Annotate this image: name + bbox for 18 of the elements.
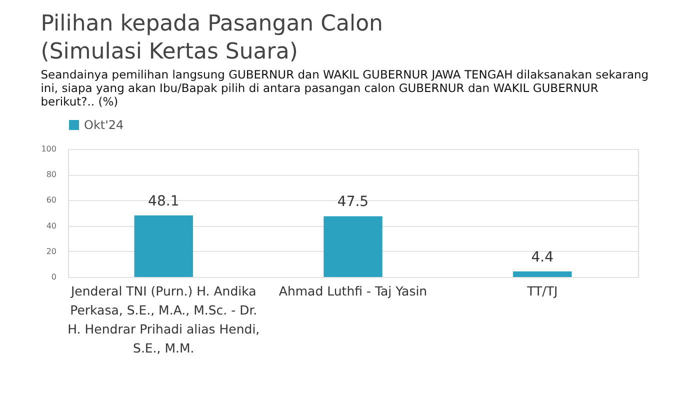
bar <box>324 216 382 277</box>
y-tick-label: 100 <box>41 144 56 154</box>
x-tick-label: Jenderal TNI (Purn.) H. Andika Perkasa, S.E., M.A., M.Sc. - Dr. H. Hendrar Prihadi alias Hendi, S.E., M.M. <box>68 284 260 356</box>
y-tick-label: 20 <box>46 246 56 256</box>
chart-title: Pilihan kepada Pasangan Calon (Simulasi Kertas Suara) <box>40 12 383 64</box>
legend-label: Okt'24 <box>84 118 124 132</box>
y-tick-label: 80 <box>46 170 56 180</box>
bar <box>134 215 193 277</box>
y-tick-label: 40 <box>46 221 56 230</box>
data-label: 48.1 <box>148 193 180 210</box>
bar <box>513 271 572 277</box>
y-tick-label: 60 <box>46 196 56 205</box>
data-label: 47.5 <box>337 194 369 210</box>
x-tick-label: Ahmad Luthfi - Taj Yasin <box>278 284 428 298</box>
chart-subtitle: Seandainya pemilihan langsung GUBERNUR dan WAKIL GUBERNUR JAWA TENGAH dilaksanakan sekarang ini, siapa yang akan Ibu/Bapak pilih di antara pasangan calon GUBERNUR dan WAKIL GUBERNUR berikut?.. (%) <box>40 68 649 108</box>
x-tick-label: TT/TJ <box>526 284 558 298</box>
y-tick-label: 0 <box>51 272 56 282</box>
data-label: 4.4 <box>531 249 554 266</box>
